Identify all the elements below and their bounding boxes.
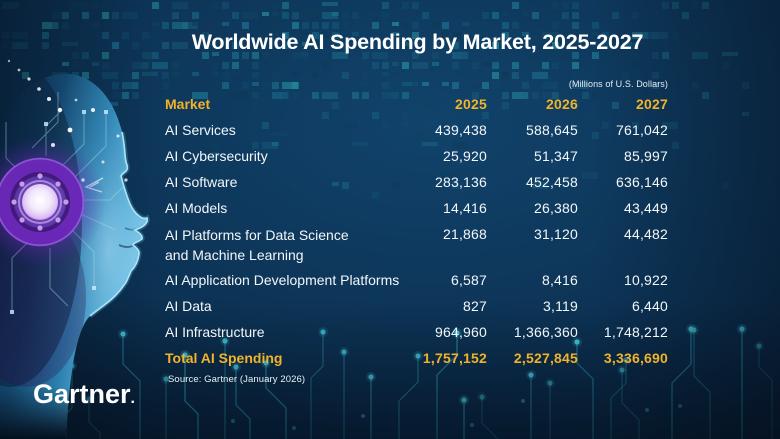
row-value: 31,120 — [533, 226, 578, 242]
units-note: (Millions of U.S. Dollars) — [568, 79, 668, 89]
market-header-cell: Market — [165, 96, 211, 112]
total-label: Total AI Spending — [165, 350, 283, 366]
year-header-cell: 2026 — [546, 96, 578, 112]
row-value: 588,645 — [525, 122, 578, 138]
row-label: AI Services — [165, 122, 236, 138]
row-value: 452,458 — [525, 174, 578, 190]
row-value: 14,416 — [442, 200, 487, 216]
row-label: AI Software — [165, 174, 238, 190]
gartner-logo-mark: . — [130, 390, 135, 407]
row-value: 21,868 — [442, 226, 487, 242]
table-header-row: Market 2025 2026 2027 — [165, 91, 668, 117]
row-value: 636,146 — [615, 174, 668, 190]
row-value: 43,449 — [623, 200, 668, 216]
table-row: AI Cybersecurity 25,920 51,347 85,997 — [165, 143, 668, 169]
row-value: 1,748,212 — [603, 324, 668, 340]
year-header-cell: 2027 — [636, 96, 668, 112]
source-note: Source: Gartner (January 2026) — [168, 374, 306, 385]
row-value: 964,960 — [434, 324, 487, 340]
row-value: 827 — [463, 298, 487, 314]
row-value: 25,920 — [442, 148, 487, 164]
page-title: Worldwide AI Spending by Market, 2025-20… — [191, 30, 644, 54]
gartner-logo: Gartner. — [33, 379, 135, 410]
row-label: AI Models — [165, 200, 228, 216]
row-value: 85,997 — [623, 148, 668, 164]
row-value: 10,922 — [623, 272, 668, 288]
row-value: 283,136 — [434, 174, 487, 190]
table-row: AI Platforms for Data Science and Machine… — [165, 221, 668, 267]
total-value: 1,757,152 — [422, 350, 487, 366]
row-value: 3,119 — [543, 298, 578, 314]
gartner-logo-text: Gartner — [33, 379, 131, 409]
row-label: AI Data — [165, 298, 212, 314]
row-value: 51,347 — [533, 148, 578, 164]
row-value: 761,042 — [615, 122, 668, 138]
row-value: 8,416 — [541, 272, 578, 288]
row-value: 6,587 — [450, 272, 487, 288]
table-row: AI Software 283,136 452,458 636,146 — [165, 169, 668, 195]
row-label: AI Infrastructure — [165, 324, 265, 340]
spending-table: Market 2025 2026 2027 AI Services 439,438 588,… — [165, 91, 668, 371]
table-row: AI Models 14,416 26,380 43,449 — [165, 195, 668, 221]
row-label: AI Platforms for Data Science and Machine… — [165, 227, 349, 263]
table-row: AI Application Development Platforms 6,58… — [165, 267, 668, 293]
year-header-cell: 2025 — [455, 96, 487, 112]
row-value: 6,440 — [631, 298, 668, 314]
total-row: Total AI Spending 1,757,152 2,527,845 3,336… — [165, 345, 668, 371]
row-value: 44,482 — [623, 226, 668, 242]
total-value: 2,527,845 — [513, 350, 578, 366]
table-row: AI Data 827 3,119 6,440 — [165, 293, 668, 319]
row-label: AI Cybersecurity — [165, 148, 268, 164]
row-value: 439,438 — [434, 122, 487, 138]
eye-icon — [84, 177, 104, 193]
row-value: 26,380 — [533, 200, 578, 216]
table-row: AI Services 439,438 588,645 761,042 — [165, 117, 668, 143]
row-label: AI Application Development Platforms — [165, 272, 400, 288]
row-value: 1,366,360 — [513, 324, 578, 340]
total-value: 3,336,690 — [603, 350, 668, 366]
table-row: AI Infrastructure 964,960 1,366,360 1,748,2… — [165, 319, 668, 345]
